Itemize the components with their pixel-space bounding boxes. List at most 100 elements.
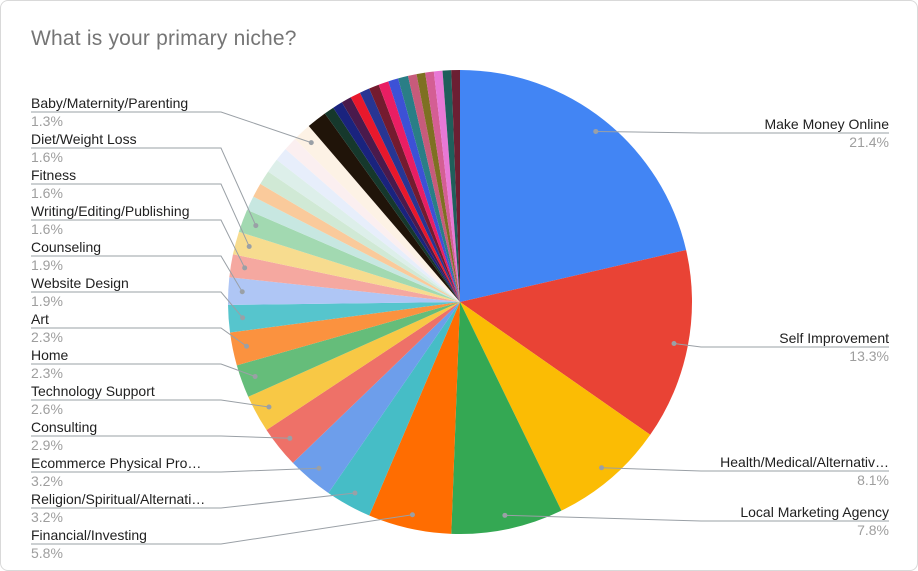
callout-label-art: Art [31,311,49,327]
pie-slice-small-35 [425,71,460,302]
callout-label-technology-support: Technology Support [31,383,155,399]
leader-line-financial-investing [31,514,413,545]
pie-slice-small-25 [333,102,460,302]
callout-label-self-improvement: Self Improvement [779,330,889,346]
callout-percent-art: 2.3% [31,329,63,345]
leader-line-counseling [31,255,243,292]
leader-line-fitness [31,183,250,247]
slice-dot-local-marketing-agency [502,512,508,518]
pie-slice-writing-editing-publishing [229,254,460,302]
pie-slice-small-24 [324,107,460,302]
pie-slice-small-32 [398,75,460,302]
callout-label-counseling: Counseling [31,239,101,255]
pie-slice-small-34 [416,72,460,302]
pie-slice-make-money-online [460,70,687,302]
callout-percent-make-money-online: 21.4% [849,134,889,150]
pie-slice-small-38 [451,69,460,302]
pie-slice-small-18 [260,171,460,302]
pie-slice-small-36 [433,70,460,302]
callout-label-make-money-online: Make Money Online [764,116,889,132]
pie-slice-small-31 [388,78,460,302]
pie-slice-website-design [228,302,460,333]
callout-percent-website-design: 1.9% [31,293,63,309]
slice-dot-fitness [246,243,252,249]
callout-percent-technology-support: 2.6% [31,401,63,417]
pie-slice-small-33 [407,74,460,302]
callout-percent-fitness: 1.6% [31,185,63,201]
callout-percent-home: 2.3% [31,365,63,381]
leader-line-home [31,363,256,377]
slice-dot-writing-editing-publishing [242,265,248,271]
leader-line-diet-weight-loss [31,147,257,226]
callout-label-home: Home [31,347,69,363]
pie-slice-small-28 [359,88,460,302]
callout-label-baby-maternity-parenting: Baby/Maternity/Parenting [31,95,188,111]
callout-percent-baby-maternity-parenting: 1.3% [31,113,63,129]
callout-label-ecommerce-physical-pro: Ecommerce Physical Pro… [31,455,201,471]
pie-slice-baby-maternity-parenting [294,126,460,302]
pie-slice-small-30 [378,81,460,302]
pie-slice-small-29 [369,84,460,302]
chart-title: What is your primary niche? [31,27,297,50]
pie-slice-local-marketing-agency [451,302,562,535]
callout-percent-ecommerce-physical-pro: 3.2% [31,473,63,489]
pie-slice-counseling [228,277,460,305]
slice-dot-technology-support [266,404,272,410]
slice-dot-diet-weight-loss [253,223,259,229]
callout-label-consulting: Consulting [31,419,97,435]
leader-line-website-design [31,291,243,319]
slice-dot-counseling [239,289,245,295]
pie-slice-small-23 [308,113,460,302]
pie-slice-religion-spiritual-alternati [328,302,460,516]
callout-percent-consulting: 2.9% [31,437,63,453]
pie-slice-small-26 [341,97,460,302]
callout-percent-religion-spiritual-alternati: 3.2% [31,509,63,525]
callout-label-website-design: Website Design [31,275,129,291]
pie-slice-small-16 [247,196,460,302]
leader-line-baby-maternity-parenting [31,111,312,144]
pie-slice-diet-weight-loss [238,209,460,302]
pie-slice-self-improvement [460,249,692,435]
slice-dot-website-design [240,315,246,321]
callout-percent-writing-editing-publishing: 1.6% [31,221,63,237]
pie-slice-home [236,302,460,397]
leader-line-health-medical-alternativ [601,467,889,472]
pie-slice-small-37 [442,70,460,302]
slice-dot-health-medical-alternativ [599,465,605,471]
callout-label-local-marketing-agency: Local Marketing Agency [740,504,889,520]
leader-line-art [31,327,247,347]
callout-percent-diet-weight-loss: 1.6% [31,149,63,165]
callout-percent-self-improvement: 13.3% [849,348,889,364]
leader-line-ecommerce-physical-pro [31,467,319,473]
slice-dot-baby-maternity-parenting [308,140,314,146]
leader-line-technology-support [31,399,270,408]
leader-line-consulting [31,435,290,439]
pie-slice-art [230,302,460,366]
slice-dot-consulting [287,435,293,441]
pie-slice-health-medical-alternativ [460,302,651,511]
pie-slice-small-20 [276,149,460,302]
leader-line-make-money-online [595,130,889,134]
callout-percent-health-medical-alternativ: 8.1% [857,472,889,488]
callout-percent-financial-investing: 5.8% [31,545,63,561]
leader-line-writing-editing-publishing [31,219,246,269]
callout-percent-counseling: 1.9% [31,257,63,273]
slice-dot-ecommerce-physical-pro [316,465,322,471]
callout-label-financial-investing: Financial/Investing [31,527,147,543]
slice-dot-art [244,343,250,349]
slice-dot-religion-spiritual-alternati [352,490,358,496]
pie-slice-small-27 [350,92,460,302]
callout-label-health-medical-alternativ: Health/Medical/Alternativ… [720,454,889,470]
pie-slice-technology-support [248,302,460,430]
slice-dot-home [252,373,258,379]
slice-dot-financial-investing [409,512,415,518]
callout-label-writing-editing-publishing: Writing/Editing/Publishing [31,203,190,219]
pie-slice-fitness [232,231,460,302]
pie-slice-consulting [266,302,460,463]
pie-slice-financial-investing [369,302,460,534]
pie-slice-small-17 [253,183,460,302]
callout-percent-local-marketing-agency: 7.8% [857,522,889,538]
callout-label-diet-weight-loss: Diet/Weight Loss [31,131,137,147]
pie-slice-small-21 [285,138,460,302]
